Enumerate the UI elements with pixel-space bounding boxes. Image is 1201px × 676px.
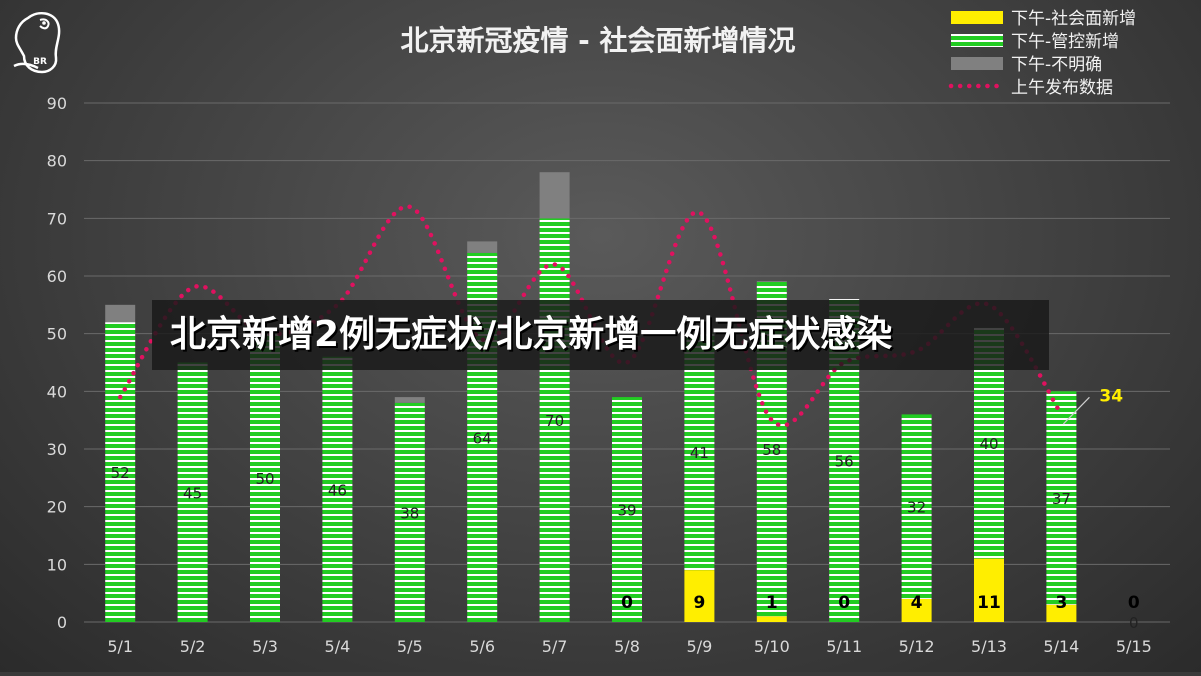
x-axis: 5/1 5/2 5/3 5/4 5/5 5/6 5/7 5/8 5/9 5/10 5/11 5/12 5… (107, 637, 1151, 656)
y-tick-label: 60 (47, 267, 67, 286)
y-tick-label: 90 (47, 94, 67, 113)
banner-text: 北京新增2例无症状/北京新增一例无症状感染 (170, 314, 893, 355)
x-tick-label: 5/6 (469, 637, 495, 656)
x-tick-label: 5/5 (397, 637, 423, 656)
bar-controlled (250, 333, 280, 622)
y-tick-label: 30 (47, 440, 67, 459)
bar-social (1046, 604, 1077, 622)
data-label-controlled: 70 (545, 412, 564, 430)
bar-controlled (322, 356, 353, 622)
bar-series (105, 172, 1077, 623)
y-tick-label: 40 (47, 382, 67, 401)
data-label-controlled: 46 (328, 481, 347, 499)
data-label-controlled: 41 (690, 444, 709, 462)
bar-social (684, 570, 715, 622)
y-tick-label: 70 (47, 209, 67, 228)
y-tick-label: 0 (57, 613, 67, 632)
y-axis: 0 10 20 30 40 50 60 70 80 90 (47, 94, 67, 632)
data-label-social: 0 (621, 593, 633, 613)
y-tick-label: 50 (47, 325, 67, 344)
caption-banner: 北京新增2例无症状/北京新增一例无症状感染 (152, 300, 1049, 370)
data-label-controlled: 52 (111, 464, 130, 482)
bar-controlled (394, 402, 425, 622)
x-tick-label: 5/13 (971, 637, 1007, 656)
legend-label: 上午发布数据 (1011, 78, 1113, 98)
y-tick-label: 10 (47, 555, 67, 574)
bar-unclear (105, 304, 136, 323)
x-tick-label: 5/10 (754, 637, 790, 656)
data-label-social: 3 (1055, 593, 1067, 613)
parrot-icon: BR (13, 11, 61, 74)
legend-swatch (951, 57, 1003, 70)
data-label-social: 9 (693, 593, 705, 613)
x-tick-label: 5/11 (826, 637, 862, 656)
data-label-controlled: 32 (907, 499, 926, 517)
annotation-label: 34 (1099, 386, 1123, 406)
x-tick-label: 5/1 (107, 637, 133, 656)
data-label-controlled: 40 (979, 435, 998, 453)
data-label-social: 0 (1128, 593, 1140, 613)
bar-social (756, 616, 787, 622)
logo-text: BR (33, 57, 47, 67)
bar-controlled (177, 362, 208, 622)
legend-swatch (951, 34, 1003, 47)
data-label-controlled: 38 (400, 504, 419, 522)
x-tick-label: 5/4 (325, 637, 351, 656)
x-tick-label: 5/15 (1116, 637, 1152, 656)
bar-social (901, 598, 932, 622)
bar-controlled (539, 218, 570, 623)
data-label-controlled: 56 (835, 453, 854, 471)
bar-unclear (467, 241, 498, 253)
data-label-controlled: 0 (1129, 614, 1139, 632)
data-label-controlled: 64 (473, 429, 492, 447)
data-label-controlled: 39 (617, 502, 636, 520)
legend-label: 下午-社会面新增 (1011, 9, 1136, 29)
legend-label: 下午-管控新增 (1011, 32, 1119, 52)
y-tick-label: 80 (47, 152, 67, 171)
data-label-controlled: 37 (1052, 490, 1071, 508)
data-label-controlled: 58 (762, 441, 781, 459)
x-tick-label: 5/2 (180, 637, 206, 656)
annotation-leader (1062, 396, 1090, 425)
x-tick-label: 5/12 (899, 637, 935, 656)
bar-social (974, 558, 1004, 622)
x-tick-label: 5/14 (1043, 637, 1079, 656)
data-label-social: 1 (766, 593, 778, 613)
bar-controlled (612, 397, 642, 622)
legend-swatch (951, 11, 1003, 24)
x-tick-label: 5/9 (687, 637, 713, 656)
bar-controlled (901, 414, 932, 599)
data-label-social: 11 (977, 593, 1001, 613)
x-tick-label: 5/3 (252, 637, 278, 656)
bar-unclear (539, 172, 570, 219)
x-tick-label: 5/8 (614, 637, 640, 656)
bar-controlled (1046, 391, 1077, 605)
chart-title: 北京新冠疫情 - 社会面新增情况 (400, 24, 795, 57)
legend-label: 下午-不明确 (1011, 55, 1102, 75)
x-tick-label: 5/7 (542, 637, 568, 656)
data-label-controlled: 45 (183, 484, 202, 502)
bar-controlled (684, 333, 715, 571)
bar-controlled (105, 322, 136, 622)
data-label-social: 0 (838, 593, 850, 613)
bar-unclear (394, 397, 425, 403)
data-label-controlled: 50 (255, 470, 274, 488)
data-label-social: 4 (911, 593, 923, 613)
y-tick-label: 20 (47, 498, 67, 517)
